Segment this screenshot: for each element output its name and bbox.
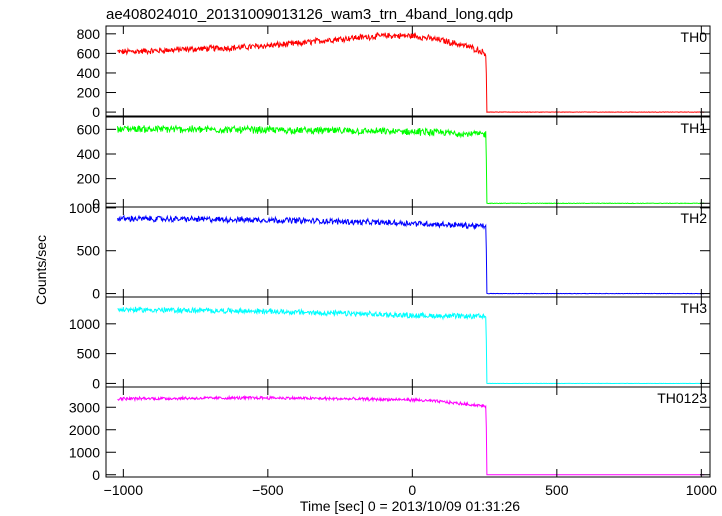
y-tick-label: 600	[77, 121, 101, 137]
x-tick-label: −500	[252, 482, 284, 498]
y-tick-label: 1000	[69, 316, 100, 332]
y-tick-label: 0	[92, 286, 100, 302]
panel-th2: 0 500 1000 TH2	[69, 200, 711, 302]
y-tick-label: 1000	[69, 444, 100, 460]
y-tick-label: 200	[77, 171, 101, 187]
y-tick-label: 0	[92, 104, 100, 120]
panel-frame	[105, 386, 711, 478]
panel-th0123: 0 1000 2000 3000 TH0123	[69, 386, 711, 483]
panels-layer: 0 200 400 600 800 TH0 0 200 400 600 TH1 0 500 1000 TH2…	[69, 25, 717, 498]
y-axis-label: Counts/sec	[33, 235, 49, 305]
y-tick-label: 500	[77, 346, 101, 362]
y-tick-label: 0	[92, 195, 100, 211]
panel-label: TH3	[681, 300, 708, 316]
panel-frame	[105, 25, 711, 117]
y-tick-label: 0	[92, 375, 100, 391]
panel-label: TH2	[681, 210, 708, 226]
y-tick-label: 600	[77, 45, 101, 61]
y-tick-label: 0	[92, 467, 100, 483]
y-tick-label: 200	[77, 85, 101, 101]
y-tick-label: 2000	[69, 422, 100, 438]
series-line-th0	[117, 31, 705, 113]
series-line-th3	[117, 306, 705, 385]
y-tick-label: 400	[77, 65, 101, 81]
series-line-th1	[117, 124, 705, 205]
panel-label: TH0123	[657, 390, 707, 406]
x-tick-label: −1000	[104, 482, 144, 498]
panel-th1: 0 200 400 600 TH1	[77, 116, 711, 211]
panel-label: TH1	[681, 120, 708, 136]
series-line-th2	[117, 214, 705, 295]
x-tick-label: 500	[545, 482, 569, 498]
chart-title: ae408024010_20131009013126_wam3_trn_4ban…	[106, 6, 513, 23]
y-tick-label: 800	[77, 26, 101, 42]
y-tick-label: 400	[77, 146, 101, 162]
y-tick-label: 1000	[69, 200, 100, 216]
x-tick-label: 0	[408, 482, 416, 498]
y-tick-label: 500	[77, 243, 101, 259]
panel-label: TH0	[681, 29, 708, 45]
panel-th3: 0 500 1000 TH3	[69, 296, 711, 391]
x-axis-label: Time [sec] 0 = 2013/10/09 01:31:26	[300, 498, 520, 514]
y-tick-label: 3000	[69, 399, 100, 415]
x-tick-label: 1000	[686, 482, 717, 498]
series-line-th0123	[117, 394, 705, 476]
panel-th0: 0 200 400 600 800 TH0	[77, 25, 711, 120]
